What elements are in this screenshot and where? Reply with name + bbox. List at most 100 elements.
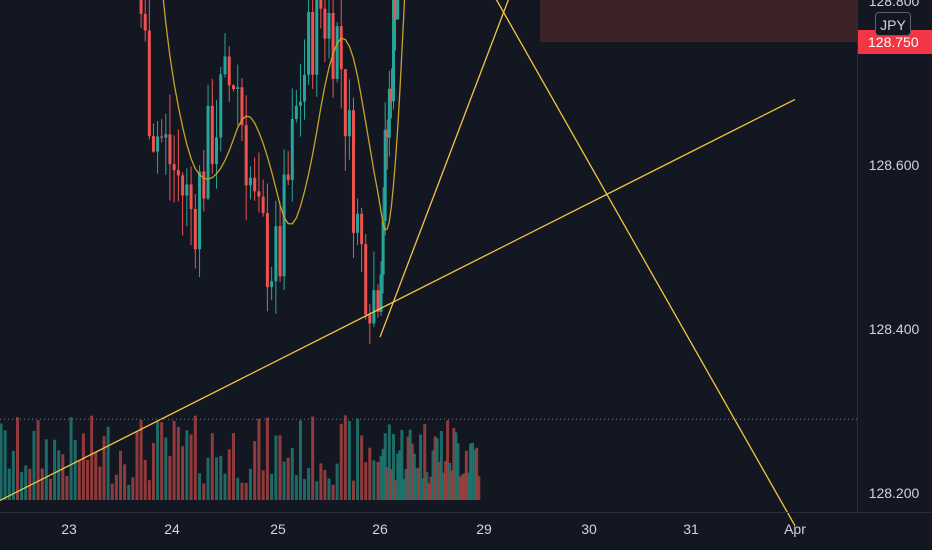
y-tick-label: 128.200 (869, 485, 920, 501)
volume-bar (315, 481, 319, 500)
volume-bar (28, 468, 32, 500)
volume-bar (151, 442, 155, 500)
volume-bars (0, 415, 481, 500)
candle (185, 168, 189, 227)
volume-bar (11, 450, 15, 500)
candle (351, 97, 355, 259)
volume-bar (431, 450, 435, 500)
volume-bar (244, 482, 248, 500)
trendlines[interactable] (0, 0, 796, 527)
candle (315, 0, 319, 97)
candle (265, 183, 269, 312)
candle (193, 193, 197, 269)
candle (381, 187, 385, 294)
volume-bar (307, 467, 311, 500)
volume-bar (123, 464, 127, 500)
volume-bar (69, 417, 73, 500)
candle (206, 84, 210, 201)
x-tick-label: 29 (476, 521, 492, 537)
volume-bar (210, 433, 214, 500)
candle (181, 172, 185, 236)
volume-bar (248, 468, 252, 500)
volume-bar (364, 462, 368, 500)
volume-bar (223, 473, 227, 500)
price-axis[interactable]: 128.200128.400128.600128.800129.000129.2… (869, 0, 920, 501)
price-badge-red: 128.750 (858, 30, 932, 54)
candles (139, 0, 400, 344)
x-tick-label: 25 (270, 521, 286, 537)
candle (139, 0, 143, 28)
candle (223, 33, 227, 78)
volume-bar (477, 476, 481, 500)
candle (396, 0, 400, 20)
candle (389, 68, 393, 119)
volume-bar (143, 459, 147, 500)
candle (376, 284, 380, 318)
volume-bar (387, 424, 391, 500)
candle (164, 113, 168, 175)
volume-bar (427, 483, 431, 500)
volume-bar (98, 466, 102, 500)
volume-bar (429, 476, 433, 500)
volume-bar (286, 457, 290, 500)
volume-bar (412, 453, 416, 500)
volume-bar (168, 455, 172, 500)
volume-bar (198, 473, 202, 500)
x-tick-label: 26 (372, 521, 388, 537)
volume-bar (419, 434, 423, 500)
candle (311, 0, 315, 89)
currency-label[interactable]: JPY (875, 12, 911, 36)
volume-bar (404, 468, 408, 500)
trendline[interactable] (379, 0, 795, 338)
volume-bar (40, 468, 44, 500)
candle (356, 198, 360, 246)
candle (303, 39, 307, 120)
volume-bar (20, 471, 24, 500)
volume-bar (468, 443, 472, 500)
volume-bar (444, 461, 448, 500)
trendline[interactable] (0, 98, 796, 517)
candle (379, 261, 383, 316)
x-tick-label: Apr (784, 521, 806, 537)
volume-bar (456, 443, 460, 500)
volume-bar (86, 459, 90, 500)
volume-bar (147, 480, 151, 500)
volume-bar (94, 452, 98, 500)
volume-bar (423, 424, 427, 500)
candle (253, 157, 257, 201)
volume-bar (347, 421, 351, 500)
trendline[interactable] (69, 0, 796, 527)
volume-bar (458, 476, 462, 500)
volume-bar (360, 435, 364, 500)
volume-bar (410, 443, 414, 500)
price-lines (0, 418, 857, 420)
volume-bar (36, 420, 40, 500)
volume-bar (3, 430, 7, 500)
volume-bar (294, 475, 298, 500)
volume-bar (172, 420, 176, 500)
volume-bar (339, 423, 343, 500)
volume-bar (202, 483, 206, 500)
volume-bar (381, 448, 385, 500)
volume-bar (181, 446, 185, 500)
volume-bar (0, 423, 3, 500)
y-tick-label: 128.600 (869, 157, 920, 173)
volume-bar (227, 449, 231, 500)
x-tick-label: 31 (683, 521, 699, 537)
y-tick-label: 128.800 (869, 0, 920, 9)
volume-bar (311, 416, 315, 500)
time-axis[interactable]: 23 24 25 26 29 30 31 Apr (61, 521, 806, 537)
candle (210, 78, 214, 174)
candle (364, 234, 368, 320)
candle (290, 88, 294, 202)
volume-bar (298, 420, 302, 500)
volume-bar (446, 420, 450, 500)
volume-bar (398, 450, 402, 500)
candle (385, 119, 389, 170)
candle (202, 149, 206, 212)
volume-bar (240, 482, 244, 500)
volume-bar (335, 463, 339, 500)
candle (236, 64, 240, 126)
volume-bar (215, 457, 219, 500)
